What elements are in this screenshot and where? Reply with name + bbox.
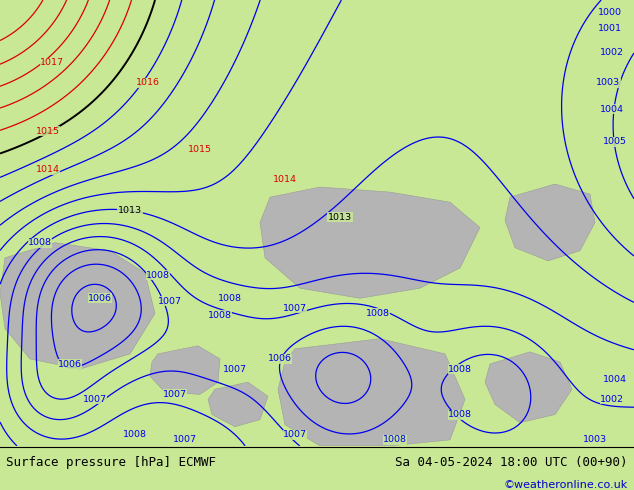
Polygon shape — [278, 339, 465, 446]
Text: 1007: 1007 — [173, 435, 197, 444]
Text: 1016: 1016 — [136, 78, 160, 87]
Text: 1006: 1006 — [88, 294, 112, 303]
Text: 1015: 1015 — [188, 145, 212, 154]
Text: 1014: 1014 — [273, 175, 297, 184]
Text: 1015: 1015 — [36, 127, 60, 136]
Text: 1004: 1004 — [603, 375, 627, 384]
Text: 1007: 1007 — [283, 304, 307, 313]
Text: 1013: 1013 — [118, 206, 142, 215]
Text: 1007: 1007 — [83, 395, 107, 404]
Polygon shape — [260, 187, 480, 298]
Text: Surface pressure [hPa] ECMWF: Surface pressure [hPa] ECMWF — [6, 456, 216, 469]
Polygon shape — [0, 243, 155, 369]
Text: ©weatheronline.co.uk: ©weatheronline.co.uk — [503, 480, 628, 490]
Polygon shape — [150, 346, 220, 394]
Text: 1004: 1004 — [600, 105, 624, 114]
Polygon shape — [485, 352, 572, 423]
Text: 1008: 1008 — [448, 365, 472, 373]
Text: 1014: 1014 — [36, 165, 60, 174]
Text: 1008: 1008 — [146, 270, 170, 279]
Text: 1002: 1002 — [600, 48, 624, 57]
Text: 1007: 1007 — [163, 390, 187, 399]
Polygon shape — [505, 184, 595, 261]
Text: 1013: 1013 — [328, 213, 352, 222]
Text: 1003: 1003 — [596, 78, 620, 87]
Text: 1002: 1002 — [600, 395, 624, 404]
Text: 1017: 1017 — [40, 58, 64, 67]
Text: 1008: 1008 — [448, 410, 472, 419]
Text: 1005: 1005 — [603, 137, 627, 146]
Text: 1001: 1001 — [598, 24, 622, 33]
Text: 1007: 1007 — [283, 430, 307, 439]
Text: 1007: 1007 — [223, 365, 247, 373]
Text: 1003: 1003 — [583, 435, 607, 444]
Text: Sa 04-05-2024 18:00 UTC (00+90): Sa 04-05-2024 18:00 UTC (00+90) — [395, 456, 628, 469]
Text: 1008: 1008 — [28, 238, 52, 247]
Text: 1006: 1006 — [268, 354, 292, 364]
Text: 1008: 1008 — [208, 311, 232, 320]
Text: 1008: 1008 — [366, 309, 390, 318]
Polygon shape — [208, 382, 268, 427]
Text: 1008: 1008 — [218, 294, 242, 303]
Text: 1007: 1007 — [158, 297, 182, 306]
Text: 1006: 1006 — [58, 360, 82, 368]
Text: 1000: 1000 — [598, 8, 622, 17]
Text: 1008: 1008 — [123, 430, 147, 439]
Text: 1008: 1008 — [383, 435, 407, 444]
